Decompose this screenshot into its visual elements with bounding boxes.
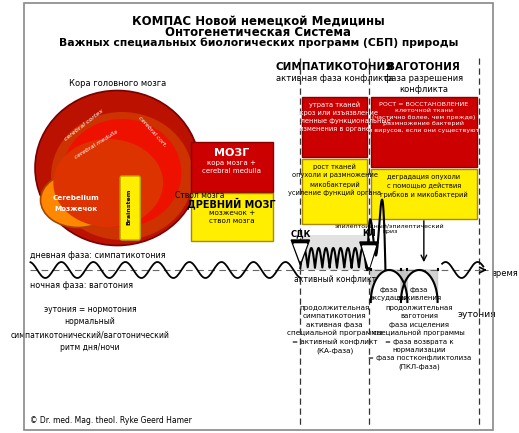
Ellipse shape <box>62 119 182 227</box>
Ellipse shape <box>40 172 116 227</box>
Text: рост тканей
опухоли и размножение
микобактерий
усиление функций органа: рост тканей опухоли и размножение микоба… <box>288 164 381 196</box>
Text: активная фаза конфликта: активная фаза конфликта <box>276 74 393 83</box>
FancyBboxPatch shape <box>190 142 273 192</box>
Text: Brainstem: Brainstem <box>127 189 132 225</box>
Polygon shape <box>401 270 438 302</box>
Text: ночная фаза: ваготония: ночная фаза: ваготония <box>31 281 133 290</box>
Text: Онтогенетическая Система: Онтогенетическая Система <box>165 26 351 39</box>
FancyBboxPatch shape <box>302 97 367 157</box>
FancyBboxPatch shape <box>371 169 477 219</box>
Text: фаза разрешения
конфликта: фаза разрешения конфликта <box>384 74 463 94</box>
Text: Мозжечок: Мозжечок <box>54 206 98 212</box>
Polygon shape <box>363 246 375 267</box>
Polygon shape <box>371 270 407 302</box>
Text: фаза
эксудации: фаза эксудации <box>370 287 408 301</box>
FancyBboxPatch shape <box>371 97 477 167</box>
Polygon shape <box>360 242 378 270</box>
Text: СИМПАТИКОТОНИЯ: СИМПАТИКОТОНИЯ <box>276 62 394 72</box>
FancyBboxPatch shape <box>302 159 367 224</box>
Ellipse shape <box>53 139 163 227</box>
Text: деградация опухоли
с помощью действия
грибков и микобактерий: деградация опухоли с помощью действия гр… <box>380 174 468 198</box>
Text: продолжительная
симпатикотония
активная фаза
специальной программы
= активный ко: продолжительная симпатикотония активная … <box>287 305 383 354</box>
FancyBboxPatch shape <box>190 193 273 241</box>
Text: эутония = нормотония
нормальный
симпатикотонический/ваготонический
ритм дня/ночи: эутония = нормотония нормальный симпатик… <box>10 305 169 352</box>
Text: мозжечок +
ствол мозга: мозжечок + ствол мозга <box>209 210 255 224</box>
Text: активный конфликт: активный конфликт <box>294 275 376 284</box>
Text: Ствол мозга: Ствол мозга <box>175 191 225 200</box>
Text: МОЗГ: МОЗГ <box>214 148 249 158</box>
Polygon shape <box>294 244 307 261</box>
Ellipse shape <box>35 90 200 246</box>
Text: cerebral medulla: cerebral medulla <box>74 129 119 160</box>
Text: эутония: эутония <box>458 310 496 319</box>
FancyBboxPatch shape <box>120 176 140 240</box>
Text: кора мозга +
cerebral medulla: кора мозга + cerebral medulla <box>202 160 261 174</box>
Text: утрата тканей
некроз или изъязвление
осмысленные функциональные
изменения в орга: утрата тканей некроз или изъязвление осм… <box>279 102 390 132</box>
Text: cerebral cort.: cerebral cort. <box>137 116 167 149</box>
Polygon shape <box>291 240 309 265</box>
Text: РОСТ = ВОССТАНОВЛЕНИЕ
клеточной ткани
(частично более, чем прежде)
размножение б: РОСТ = ВОССТАНОВЛЕНИЕ клеточной ткани (ч… <box>368 102 480 133</box>
Ellipse shape <box>51 112 193 240</box>
Text: © Dr. med. Mag. theol. Ryke Geerd Hamer: © Dr. med. Mag. theol. Ryke Geerd Hamer <box>31 416 193 425</box>
Text: время: время <box>491 268 518 278</box>
Text: эпилептоидный/эпилептический
криз: эпилептоидный/эпилептический криз <box>335 223 445 234</box>
FancyBboxPatch shape <box>301 235 369 270</box>
Text: дневная фаза: симпатикотония: дневная фаза: симпатикотония <box>31 251 166 259</box>
Text: Важных специальных биологических программ (СБП) природы: Важных специальных биологических програм… <box>59 37 458 48</box>
Text: КЛ: КЛ <box>362 229 376 238</box>
Text: Кора головного мозга: Кора головного мозга <box>69 80 166 88</box>
Text: КОМПАС Новой немецкой Медицины: КОМПАС Новой немецкой Медицины <box>132 15 385 28</box>
Text: фаза
заживления: фаза заживления <box>397 287 442 301</box>
Text: ВАГОТОНИЯ: ВАГОТОНИЯ <box>387 62 460 72</box>
Text: Cerebellum: Cerebellum <box>53 195 100 201</box>
Text: СДК: СДК <box>290 229 310 238</box>
Text: cerebral cortex: cerebral cortex <box>63 108 104 142</box>
Text: ДРЕВНИЙ МОЗГ: ДРЕВНИЙ МОЗГ <box>187 198 276 210</box>
Text: продолжительная
ваготония
фаза исцеления
специальной программы
= фаза возврата к: продолжительная ваготония фаза исцеления… <box>367 305 471 370</box>
